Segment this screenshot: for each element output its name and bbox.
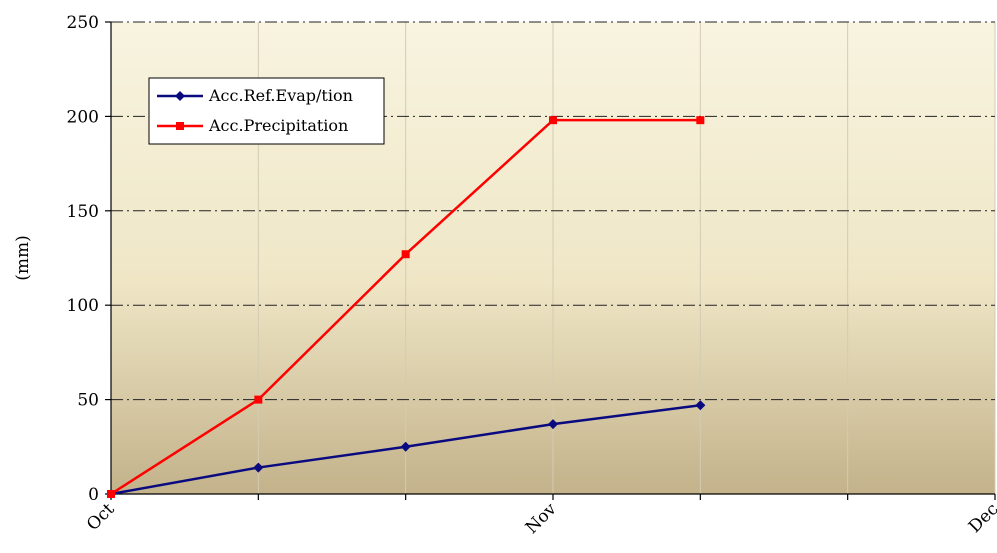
y-tick-label: 150 (67, 202, 99, 222)
data-point-1 (696, 116, 705, 125)
data-point-0 (695, 400, 706, 411)
data-point-0 (400, 441, 411, 452)
legend: Acc.Ref.Evap/tion Acc.Precipitation (148, 77, 385, 145)
y-tick-label: 100 (67, 296, 99, 316)
legend-box (148, 77, 385, 145)
data-point-0 (548, 419, 558, 430)
legend-label-evap: Acc.Ref.Evap/tion (208, 86, 353, 105)
legend-label-precip: Acc.Precipitation (208, 116, 348, 135)
data-point-0 (253, 462, 264, 473)
legend-marker-evap (175, 91, 185, 101)
y-tick-label: 0 (88, 485, 99, 505)
y-axis-ticks: 0 50 100 150 200 250 (67, 13, 111, 505)
x-axis-ticks: Oct Nov Dec (83, 494, 997, 538)
data-point-1 (107, 490, 115, 498)
y-tick-label: 200 (67, 107, 99, 127)
y-tick-label: 50 (77, 391, 99, 411)
y-tick-label: 250 (67, 13, 99, 33)
legend-marker-precip (176, 122, 184, 130)
data-point-1 (401, 250, 410, 259)
data-point-1 (549, 116, 557, 125)
series-layer (106, 116, 706, 499)
y-axis-title: (mm) (13, 235, 33, 281)
x-tick-label: Nov (522, 499, 561, 538)
data-point-1 (254, 395, 263, 404)
x-tick-label: Dec (965, 499, 997, 537)
